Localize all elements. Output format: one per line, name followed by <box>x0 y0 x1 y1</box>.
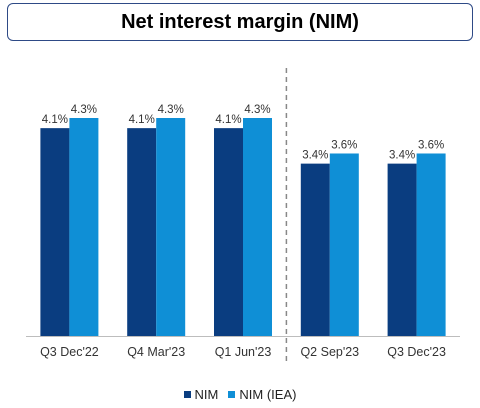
data-label-nim-iea-2: 4.3% <box>244 104 270 116</box>
legend: NIM NIM (IEA) <box>0 385 480 403</box>
chart-title: Net interest margin (NIM) <box>121 10 359 33</box>
legend-swatch-nim-iea <box>228 390 236 398</box>
nim-bar-chart: 4.1%4.3%Q3 Dec'224.1%4.3%Q4 Mar'234.1%4.… <box>26 68 460 364</box>
data-label-nim-iea-3: 3.6% <box>331 139 357 151</box>
bar-nim-iea-3 <box>329 153 359 336</box>
x-tick-label-3: Q2 Sep'23 <box>300 345 359 359</box>
data-label-nim-1: 4.1% <box>129 114 155 126</box>
legend-label-nim-iea: NIM (IEA) <box>239 386 297 402</box>
bar-nim-3 <box>300 163 330 336</box>
data-label-nim-4: 3.4% <box>389 150 415 162</box>
x-tick-label-4: Q3 Dec'23 <box>387 345 446 359</box>
bar-nim-iea-1 <box>156 118 186 336</box>
data-label-nim-2: 4.1% <box>215 114 241 126</box>
data-label-nim-iea-1: 4.3% <box>158 104 184 116</box>
data-label-nim-3: 3.4% <box>302 150 328 162</box>
bar-nim-0 <box>40 128 70 336</box>
data-label-nim-iea-0: 4.3% <box>71 104 97 116</box>
chart-title-box: Net interest margin (NIM) <box>7 3 473 41</box>
x-tick-label-2: Q1 Jun'23 <box>215 345 272 359</box>
legend-label-nim: NIM <box>194 386 219 402</box>
data-label-nim-0: 4.1% <box>42 114 68 126</box>
legend-item-nim: NIM <box>183 386 219 402</box>
bar-nim-iea-2 <box>243 118 272 336</box>
x-tick-label-0: Q3 Dec'22 <box>40 345 99 359</box>
legend-item-nim-iea: NIM (IEA) <box>228 387 296 402</box>
bar-nim-iea-4 <box>416 153 446 336</box>
bar-nim-1 <box>127 128 157 336</box>
data-label-nim-iea-4: 3.6% <box>418 139 444 151</box>
x-tick-label-1: Q4 Mar'23 <box>127 345 185 359</box>
bar-nim-4 <box>387 163 417 336</box>
legend-swatch-nim <box>183 390 191 398</box>
bar-nim-iea-0 <box>69 118 99 336</box>
bar-nim-2 <box>214 128 243 336</box>
